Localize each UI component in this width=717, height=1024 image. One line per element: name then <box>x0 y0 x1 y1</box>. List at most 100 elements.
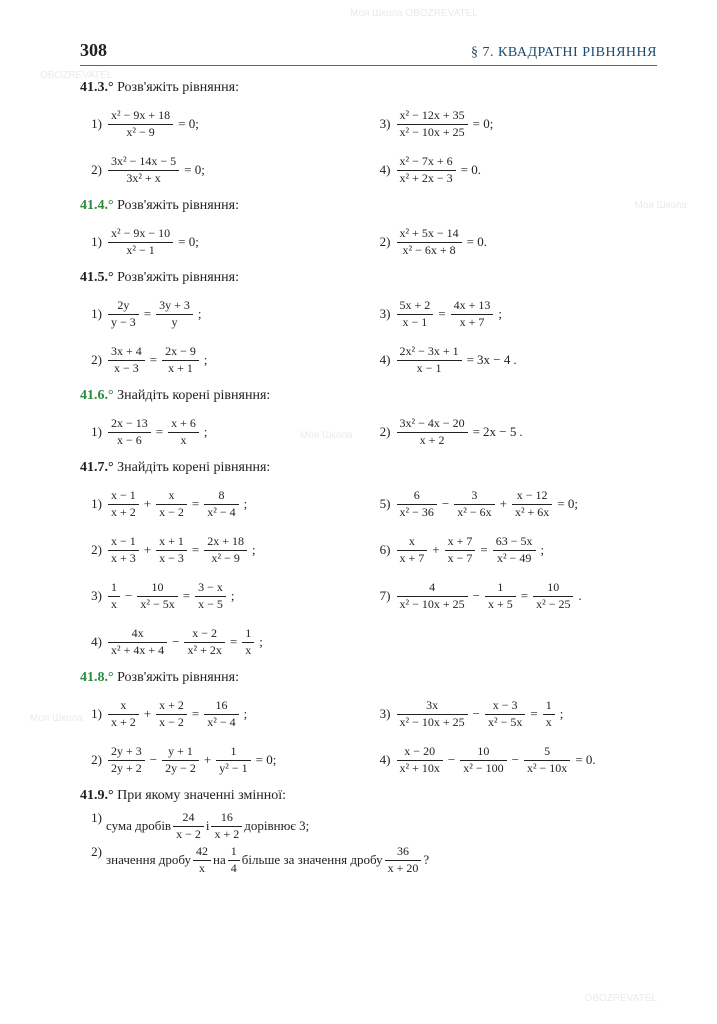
operator: − <box>122 588 135 604</box>
task: 41.4.° Розв'яжіть рівняння:1)x² − 9x − 1… <box>80 198 657 264</box>
denominator: x − 1 <box>397 361 462 377</box>
fraction: 2x² − 3x + 1x − 1 <box>397 344 462 376</box>
operator: + <box>141 496 154 512</box>
operator: . <box>575 588 584 604</box>
fraction: xx + 7 <box>397 534 428 566</box>
denominator: x² − 10x + 25 <box>397 125 468 141</box>
numerator: 2y + 3 <box>108 744 145 761</box>
fraction: 1x + 5 <box>485 580 516 612</box>
fraction: 16x + 2 <box>211 810 242 842</box>
fraction: x² − 12x + 35x² − 10x + 25 <box>397 108 468 140</box>
numerator: x − 2 <box>184 626 224 643</box>
task-items: 1)2yy − 3=3y + 3y;3)5x + 2x − 1=4x + 13x… <box>80 292 657 382</box>
item-cell: 1)x − 1x + 2+xx − 2=8x² − 4; <box>80 482 369 526</box>
numerator: x − 1 <box>108 534 139 551</box>
numerator: 24 <box>173 810 204 827</box>
numerator: 10 <box>533 580 573 597</box>
operator: = <box>180 588 193 604</box>
fraction: x² − 7x + 6x² + 2x − 3 <box>397 154 456 186</box>
fraction: 4xx² + 4x + 4 <box>108 626 167 658</box>
item-number: 2) <box>80 352 106 368</box>
equation: xx + 2+x + 2x − 2=16x² − 4; <box>106 698 250 730</box>
equation: 2y + 32y + 2−y + 12y − 2+1y² − 1= 0; <box>106 744 279 776</box>
item-number: 4) <box>369 352 395 368</box>
task-heading: 41.4.° Розв'яжіть рівняння: <box>80 198 657 214</box>
denominator: x − 1 <box>397 315 434 331</box>
fraction: 3xx² − 10x + 25 <box>397 698 468 730</box>
numerator: x² + 5x − 14 <box>397 226 462 243</box>
denominator: x − 2 <box>156 505 187 521</box>
denominator: x + 2 <box>397 433 468 449</box>
fraction: x² + 5x − 14x² − 6x + 8 <box>397 226 462 258</box>
numerator: 3 <box>454 488 494 505</box>
fraction: 3x² − 14x − 53x² + x <box>108 154 179 186</box>
equation: 3xx² − 10x + 25−x − 3x² − 5x=1x; <box>395 698 567 730</box>
fraction: x + 1x − 3 <box>156 534 187 566</box>
operator: = <box>518 588 531 604</box>
fraction: x² − 9x − 10x² − 1 <box>108 226 173 258</box>
item-cell: 4)4xx² + 4x + 4−x − 2x² + 2x=1x; <box>80 620 369 664</box>
fraction: 10x² − 5x <box>137 580 177 612</box>
item-number: 7) <box>369 588 395 604</box>
denominator: x + 7 <box>451 315 494 331</box>
denominator: x² + 2x <box>184 643 224 659</box>
fraction: 2y + 32y + 2 <box>108 744 145 776</box>
item-cell: 1)xx + 2+x + 2x − 2=16x² − 4; <box>80 692 369 736</box>
item-cell: 4)x − 20x² + 10x−10x² − 100−5x² − 10x= 0… <box>369 738 658 782</box>
after-text: = 0; <box>470 116 497 132</box>
numerator: 1 <box>242 626 254 643</box>
denominator: x² − 10x <box>524 761 570 777</box>
equation: x − 20x² + 10x−10x² − 100−5x² − 10x= 0. <box>395 744 599 776</box>
denominator: x² − 4 <box>204 505 238 521</box>
terminator: . <box>516 424 525 440</box>
text-line: 2)значення дробу 42x на 14 більше за зна… <box>80 844 657 876</box>
text-fragment: значення дробу <box>106 852 191 868</box>
denominator: x + 2 <box>211 827 242 843</box>
denominator: x² − 100 <box>460 761 506 777</box>
denominator: x − 5 <box>195 597 226 613</box>
task-text: Розв'яжіть рівняння: <box>117 198 239 213</box>
item-cell: 2)x − 1x + 3+x + 1x − 3=2x + 18x² − 9; <box>80 528 369 572</box>
operator: = <box>189 496 202 512</box>
fraction: x − 12x² + 6x <box>512 488 552 520</box>
operator: − <box>439 496 452 512</box>
after-text: = 0. <box>464 234 490 250</box>
denominator: x + 7 <box>397 551 428 567</box>
numerator: 10 <box>137 580 177 597</box>
task-text: При якому значенні змінної: <box>117 788 286 803</box>
denominator: x² − 36 <box>397 505 437 521</box>
denominator: x <box>193 861 211 877</box>
equation: x − 1x + 3+x + 1x − 3=2x + 18x² − 9; <box>106 534 259 566</box>
numerator: x + 2 <box>156 698 187 715</box>
numerator: 10 <box>460 744 506 761</box>
denominator: x² − 6x <box>454 505 494 521</box>
task-items: 1)сума дробів 24x − 2 і 16x + 2 дорівнює… <box>80 810 657 876</box>
text-fragment: на <box>213 852 226 868</box>
denominator: y − 3 <box>108 315 139 331</box>
numerator: x <box>108 698 139 715</box>
numerator: x + 1 <box>156 534 187 551</box>
denominator: x² − 25 <box>533 597 573 613</box>
numerator: 5x + 2 <box>397 298 434 315</box>
item-number: 2) <box>80 542 106 558</box>
numerator: y + 1 <box>162 744 199 761</box>
task-items: 1)x² − 9x + 18x² − 9= 0;3)x² − 12x + 35x… <box>80 102 657 192</box>
operator: + <box>201 752 214 768</box>
operator: ; <box>228 588 238 604</box>
equation: 4xx² + 4x + 4−x − 2x² + 2x=1x; <box>106 626 266 658</box>
item-cell: 1)2yy − 3=3y + 3y; <box>80 292 369 336</box>
denominator: x − 7 <box>445 551 476 567</box>
operator: = 0; <box>554 496 581 512</box>
task: 41.6.° Знайдіть корені рівняння:1)2x − 1… <box>80 388 657 454</box>
item-row: 1)2yy − 3=3y + 3y;3)5x + 2x − 1=4x + 13x… <box>80 292 657 336</box>
task-text: Розв'яжіть рівняння: <box>117 270 239 285</box>
line-content: сума дробів 24x − 2 і 16x + 2 дорівнює 3… <box>106 810 309 842</box>
text-fragment: сума дробів <box>106 818 171 834</box>
numerator: 1 <box>216 744 250 761</box>
item-number: 2) <box>369 234 395 250</box>
operator: + <box>429 542 442 558</box>
denominator: x² − 9 <box>204 551 247 567</box>
task-text: Знайдіть корені рівняння: <box>117 460 270 475</box>
fraction: 3x + 4x − 3 <box>108 344 145 376</box>
text-line: 1)сума дробів 24x − 2 і 16x + 2 дорівнює… <box>80 810 657 842</box>
